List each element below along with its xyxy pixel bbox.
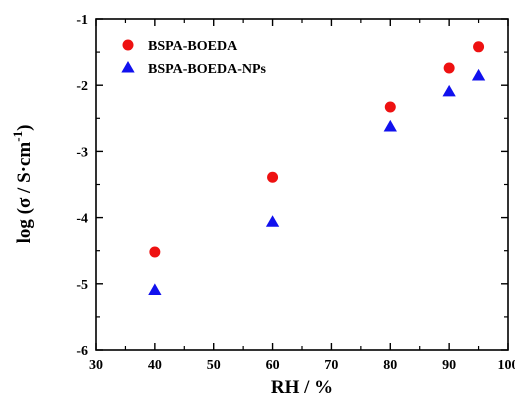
- tick-labels: 30 40 50 60 70 80 90 100 -6 -5 -4 -3 -2 -1: [76, 13, 515, 373]
- legend-triangle-marker: [121, 61, 135, 73]
- x-tick-label: 50: [207, 358, 221, 373]
- x-tick-label: 40: [148, 358, 162, 373]
- triangle-data-point: [148, 283, 162, 295]
- circle-data-point: [443, 62, 455, 74]
- legend-label: BSPA-BOEDA: [148, 39, 238, 54]
- y-axis-title: log (σ / S·cm-1): [10, 125, 35, 244]
- triangle-data-point: [265, 215, 280, 227]
- triangle-data-point: [442, 84, 456, 97]
- circle-data-point: [384, 101, 396, 113]
- axis-ticks: [95, 18, 509, 351]
- circle-data-point: [267, 171, 279, 183]
- x-tick-label: 100: [498, 358, 515, 373]
- y-tick-label: -1: [76, 13, 88, 28]
- x-tick-label: 60: [266, 358, 280, 373]
- data-points: [148, 41, 486, 295]
- triangle-data-point: [471, 68, 486, 81]
- y-axis-title-main: log (σ / S·cm: [14, 142, 35, 244]
- y-tick-label: -2: [76, 79, 88, 94]
- y-axis-title-superscript: -1: [10, 131, 25, 142]
- y-tick-label: -4: [76, 212, 88, 227]
- x-tick-label: 80: [383, 358, 397, 373]
- x-tick-label: 90: [442, 358, 456, 373]
- y-axis-title-close: ): [14, 125, 35, 131]
- legend-label: BSPA-BOEDA-NPs: [148, 62, 267, 77]
- y-tick-label: -5: [76, 278, 88, 293]
- x-tick-label: 30: [89, 358, 103, 373]
- legend: BSPA-BOEDA BSPA-BOEDA-NPs: [121, 39, 267, 77]
- x-axis-title: RH / %: [271, 377, 333, 398]
- x-tick-label: 70: [324, 358, 338, 373]
- triangle-data-point: [383, 119, 397, 132]
- y-tick-label: -3: [76, 145, 88, 160]
- y-tick-label: -6: [76, 344, 88, 359]
- circle-data-point: [149, 246, 161, 258]
- legend-circle-marker: [122, 39, 134, 51]
- circle-data-point: [473, 41, 485, 53]
